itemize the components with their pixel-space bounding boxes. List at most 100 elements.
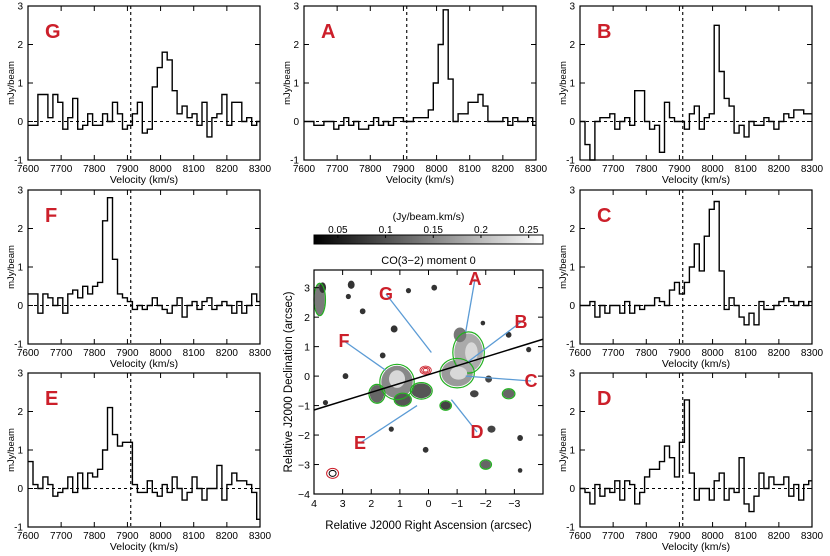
emission-region — [505, 331, 512, 338]
y-tick-label: 3 — [304, 283, 310, 295]
y-tick-label: 2 — [17, 40, 23, 51]
x-axis-label: Velocity (km/s) — [662, 358, 730, 370]
map-background — [314, 270, 543, 494]
y-tick-label: 1 — [17, 79, 23, 90]
callout-line — [359, 405, 418, 444]
x-tick-label: 8100 — [735, 531, 758, 542]
x-tick-label: 8100 — [459, 164, 482, 175]
y-tick-label: −2 — [298, 430, 310, 442]
emission-region — [342, 373, 349, 380]
x-tick-label: 0 — [426, 498, 432, 510]
emission-region — [487, 425, 496, 433]
x-tick-label: 8100 — [183, 531, 206, 542]
emission-region — [470, 390, 479, 398]
flux-contour — [501, 388, 516, 400]
x-tick-label: 2 — [368, 498, 374, 510]
emission-region — [390, 325, 398, 333]
x-tick-label: 8300 — [249, 531, 272, 542]
emission-region — [388, 426, 394, 432]
x-tick-label: 7900 — [668, 164, 691, 175]
emission-region — [411, 383, 432, 399]
panel-letter: B — [597, 21, 611, 43]
y-axis-label: mJy/beam — [6, 245, 17, 289]
x-tick-label: 8100 — [183, 164, 206, 175]
emission-region — [485, 375, 493, 383]
x-tick-label: 7600 — [17, 164, 40, 175]
panel-letter: C — [597, 205, 611, 227]
emission-region — [422, 446, 429, 453]
x-tick-label: 7600 — [569, 531, 592, 542]
region-label: G — [379, 284, 393, 304]
y-tick-label: -1 — [14, 340, 23, 351]
colorbar-tick-label: 0.05 — [328, 225, 348, 236]
spectrum-panel-b: 7600 7700 7800 7900 8000 8100 8200 8300 -1 0 1 2 3 Ve… — [558, 2, 824, 187]
y-tick-label: -1 — [566, 156, 575, 167]
x-tick-label: 8200 — [216, 164, 239, 175]
x-tick-label: 8000 — [149, 164, 172, 175]
flux-contour — [393, 392, 412, 407]
plot-frame — [27, 5, 261, 161]
emission-region — [322, 399, 329, 406]
y-tick-label: 3 — [569, 2, 575, 13]
spectrum-panel-d: 7600 7700 7800 7900 8000 8100 8200 8300 -1 0 1 2 3 Ve… — [558, 369, 824, 554]
emission-region — [369, 384, 385, 403]
region-label: B — [515, 312, 528, 332]
y-tick-label: −1 — [298, 401, 310, 413]
x-tick-label: 7700 — [602, 164, 625, 175]
x-tick-label: −3 — [508, 498, 520, 510]
plot-frame — [303, 5, 537, 161]
emission-region — [517, 435, 523, 441]
callout-line — [465, 375, 532, 382]
region-label: C — [525, 371, 538, 391]
x-tick-label: −2 — [480, 498, 492, 510]
flux-contour — [452, 331, 485, 374]
x-tick-label: 7800 — [635, 164, 658, 175]
x-tick-label: 8300 — [249, 348, 272, 359]
callout-line — [468, 321, 522, 362]
colorbar-tick-label: 0.1 — [379, 225, 393, 236]
y-tick-label: 0 — [304, 371, 310, 383]
x-tick-label: 7900 — [392, 164, 415, 175]
y-tick-label: 3 — [569, 186, 575, 197]
y-tick-label: 3 — [293, 2, 299, 13]
emission-region — [480, 460, 491, 469]
y-tick-label: 3 — [569, 369, 575, 380]
emission-region — [431, 284, 438, 291]
x-tick-label: 8200 — [768, 348, 791, 359]
x-tick-label: 8000 — [701, 164, 724, 175]
spectrum-line — [580, 200, 812, 326]
x-tick-label: 8300 — [801, 348, 824, 359]
y-tick-label: 1 — [569, 263, 575, 274]
x-tick-label: 7700 — [602, 348, 625, 359]
continuum-contour — [422, 367, 429, 373]
y-tick-label: 2 — [17, 224, 23, 235]
y-tick-label: 2 — [304, 312, 310, 324]
x-tick-label: 4 — [311, 498, 317, 510]
x-tick-label: 8200 — [768, 164, 791, 175]
region-label: D — [471, 422, 484, 442]
x-tick-label: 8300 — [801, 164, 824, 175]
spectrum-line — [580, 399, 812, 513]
panel-letter: F — [45, 205, 57, 227]
y-tick-label: 2 — [293, 40, 299, 51]
x-tick-label: 8100 — [183, 348, 206, 359]
flux-contour — [439, 400, 452, 411]
spectrum-line — [304, 9, 536, 130]
major-axis-line — [313, 338, 544, 411]
colorbar-tick-label: 0.2 — [474, 225, 488, 236]
emission-region — [359, 308, 366, 315]
x-tick-label: 7600 — [569, 164, 592, 175]
y-tick-label: 3 — [17, 2, 23, 13]
x-tick-label: 8200 — [216, 531, 239, 542]
plot-frame — [27, 189, 261, 345]
colorbar-tick-label: 0.15 — [424, 225, 444, 236]
emission-region — [480, 320, 486, 326]
x-axis-label: Velocity (km/s) — [110, 541, 178, 553]
x-tick-label: 1 — [397, 498, 403, 510]
y-tick-label: 2 — [17, 407, 23, 418]
x-tick-label: 7900 — [116, 348, 139, 359]
y-tick-label: 3 — [17, 186, 23, 197]
x-tick-label: 8000 — [425, 164, 448, 175]
callout-line — [343, 340, 386, 371]
y-tick-label: 2 — [569, 407, 575, 418]
